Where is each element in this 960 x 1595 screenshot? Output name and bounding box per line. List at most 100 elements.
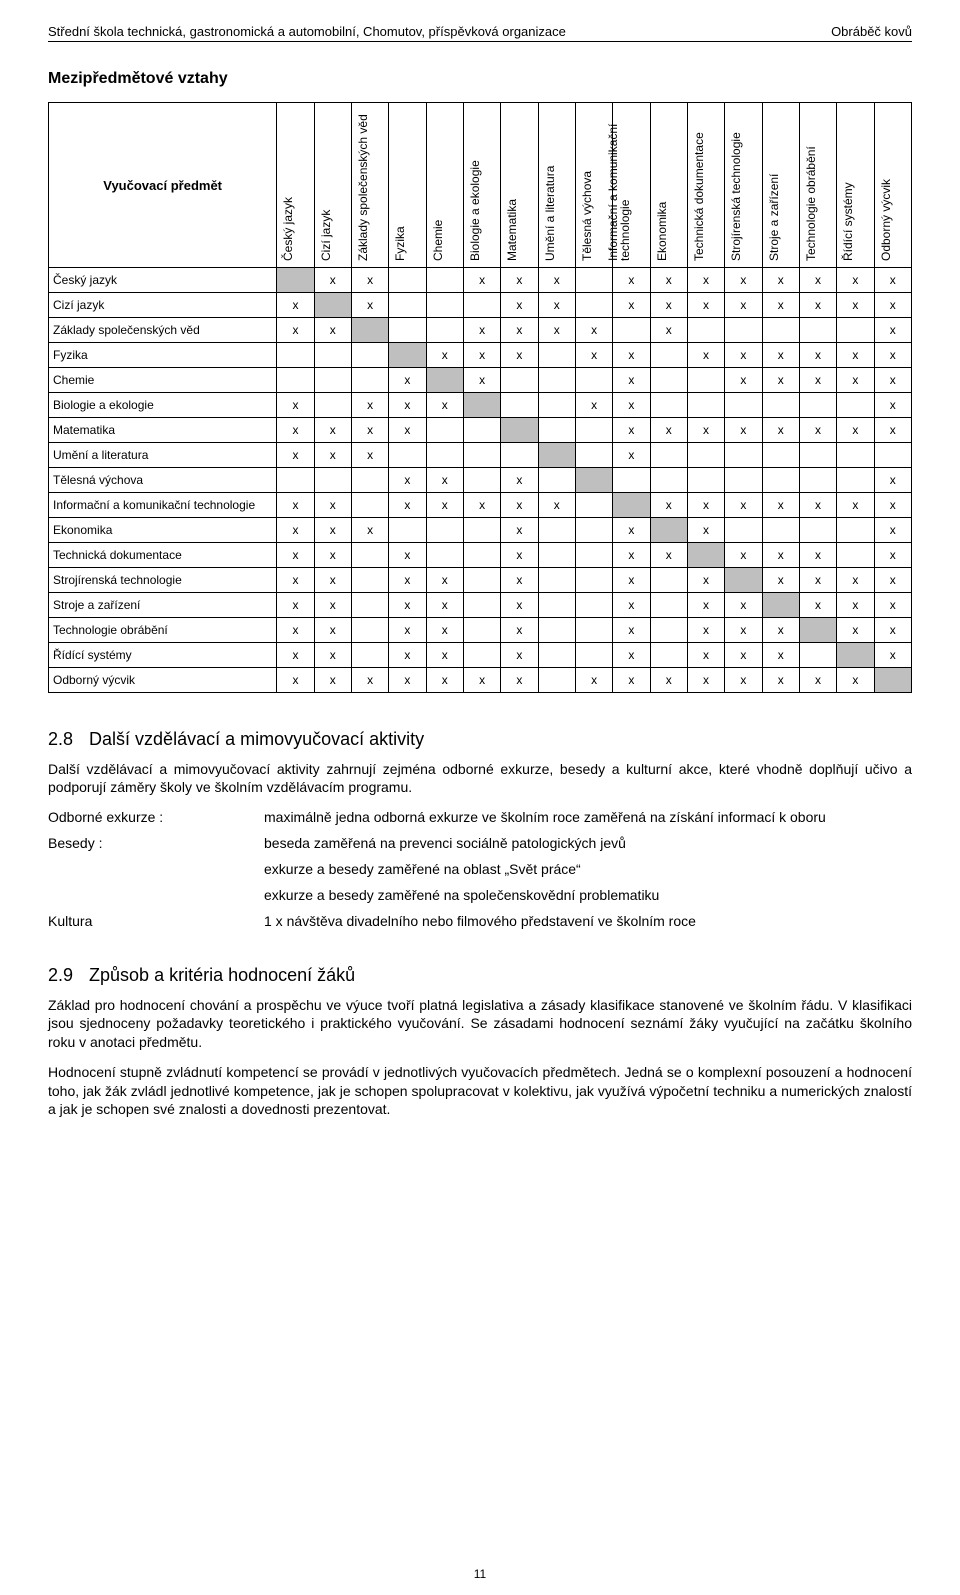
matrix-cell xyxy=(687,318,724,343)
matrix-cell: x xyxy=(575,393,612,418)
matrix-cell xyxy=(799,318,836,343)
matrix-cell xyxy=(650,618,687,643)
matrix-col-header: Chemie xyxy=(426,103,463,268)
matrix-cell: x xyxy=(426,393,463,418)
matrix-cell: x xyxy=(725,268,762,293)
matrix-cell: x xyxy=(837,618,874,643)
matrix-cell: x xyxy=(762,368,799,393)
matrix-cell: x xyxy=(762,568,799,593)
matrix-cell xyxy=(426,318,463,343)
matrix-cell xyxy=(351,468,388,493)
matrix-cell: x xyxy=(762,643,799,668)
table-row: Tělesná výchovaxxxx xyxy=(49,468,912,493)
matrix-cell xyxy=(538,668,575,693)
matrix-col-header: Informační a komunikačnítechnologie xyxy=(613,103,650,268)
matrix-cell: x xyxy=(762,618,799,643)
matrix-cell: x xyxy=(762,668,799,693)
matrix-cell xyxy=(463,468,500,493)
matrix-cell: x xyxy=(837,568,874,593)
matrix-cell xyxy=(874,443,911,468)
matrix-cell: x xyxy=(501,318,538,343)
matrix-cell: x xyxy=(501,268,538,293)
matrix-cell xyxy=(837,468,874,493)
matrix-cell: x xyxy=(874,368,911,393)
matrix-cell: x xyxy=(463,318,500,343)
section-28-list: Odborné exkurze :maximálně jedna odborná… xyxy=(48,809,912,929)
matrix-cell: x xyxy=(351,668,388,693)
table-row: Český jazykxxxxxxxxxxxxx xyxy=(49,268,912,293)
matrix-cell: x xyxy=(426,668,463,693)
matrix-cell xyxy=(314,343,351,368)
section-29-title: Způsob a kritéria hodnocení žáků xyxy=(89,965,355,985)
matrix-cell: x xyxy=(277,668,314,693)
matrix-cell xyxy=(650,443,687,468)
matrix-cell: x xyxy=(725,593,762,618)
matrix-cell: x xyxy=(277,518,314,543)
section-29-num: 2.9 xyxy=(48,965,73,986)
matrix-table: Vyučovací předmětČeský jazykCizí jazykZá… xyxy=(48,102,912,693)
matrix-cell: x xyxy=(725,368,762,393)
table-row: Základy společenských vědxxxxxxxx xyxy=(49,318,912,343)
matrix-cell: x xyxy=(762,493,799,518)
section-28-para: Další vzdělávací a mimovyučovací aktivit… xyxy=(48,760,912,797)
matrix-cell: x xyxy=(277,543,314,568)
matrix-cell: x xyxy=(613,668,650,693)
matrix-cell xyxy=(426,368,463,393)
matrix-cell xyxy=(389,443,426,468)
matrix-cell: x xyxy=(314,493,351,518)
matrix-cell: x xyxy=(837,268,874,293)
matrix-cell: x xyxy=(426,643,463,668)
matrix-cell: x xyxy=(613,643,650,668)
matrix-cell xyxy=(575,568,612,593)
matrix-cell xyxy=(314,368,351,393)
matrix-cell xyxy=(687,543,724,568)
matrix-cell xyxy=(538,343,575,368)
matrix-cell xyxy=(725,568,762,593)
matrix-cell xyxy=(501,443,538,468)
matrix-cell xyxy=(687,468,724,493)
matrix-cell: x xyxy=(687,593,724,618)
matrix-cell: x xyxy=(613,618,650,643)
matrix-cell xyxy=(463,568,500,593)
matrix-cell xyxy=(351,593,388,618)
matrix-cell xyxy=(725,393,762,418)
matrix-col-header: Biologie a ekologie xyxy=(463,103,500,268)
matrix-cell: x xyxy=(687,643,724,668)
matrix-cell xyxy=(725,468,762,493)
matrix-cell xyxy=(277,468,314,493)
matrix-cell: x xyxy=(687,268,724,293)
section-29-para: Hodnocení stupně zvládnutí kompetencí se… xyxy=(48,1063,912,1118)
matrix-cell xyxy=(463,518,500,543)
matrix-cell: x xyxy=(538,318,575,343)
matrix-cell: x xyxy=(837,368,874,393)
matrix-cell xyxy=(538,618,575,643)
matrix-cell: x xyxy=(687,668,724,693)
matrix-cell xyxy=(725,318,762,343)
matrix-cell: x xyxy=(314,668,351,693)
matrix-cell: x xyxy=(277,443,314,468)
matrix-cell: x xyxy=(687,518,724,543)
matrix-cell xyxy=(575,293,612,318)
matrix-cell: x xyxy=(725,543,762,568)
matrix-cell xyxy=(351,343,388,368)
matrix-cell: x xyxy=(389,668,426,693)
matrix-cell xyxy=(837,543,874,568)
matrix-cell: x xyxy=(501,618,538,643)
matrix-row-header: Ekonomika xyxy=(49,518,277,543)
matrix-cell: x xyxy=(277,643,314,668)
matrix-col-header: Matematika xyxy=(501,103,538,268)
matrix-cell xyxy=(389,318,426,343)
matrix-cell xyxy=(762,443,799,468)
matrix-cell: x xyxy=(501,293,538,318)
matrix-cell: x xyxy=(613,293,650,318)
page-number: 11 xyxy=(0,1567,960,1581)
matrix-row-header: Fyzika xyxy=(49,343,277,368)
matrix-cell xyxy=(463,418,500,443)
matrix-cell xyxy=(463,293,500,318)
matrix-cell: x xyxy=(687,343,724,368)
matrix-cell xyxy=(351,643,388,668)
matrix-cell xyxy=(277,343,314,368)
matrix-cell: x xyxy=(799,568,836,593)
matrix-cell: x xyxy=(613,268,650,293)
matrix-cell: x xyxy=(277,418,314,443)
